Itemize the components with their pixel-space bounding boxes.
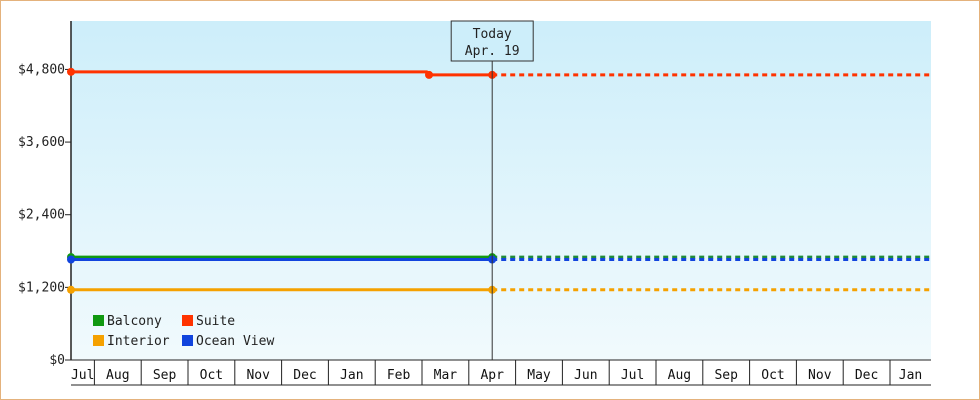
legend-label-3: Ocean View (196, 334, 274, 349)
series-point-3 (67, 255, 75, 264)
series-point-2 (67, 285, 75, 294)
today-label-box (450, 20, 534, 62)
legend-label-2: Interior (107, 334, 170, 349)
x-month-label: Aug (668, 368, 691, 383)
today-label-line2: Apr. 19 (465, 44, 520, 59)
x-month-label: Sep (153, 368, 177, 383)
x-month-label: Aug (106, 368, 129, 383)
x-month-label: Dec (855, 368, 878, 383)
legend-swatch-0 (93, 315, 104, 326)
today-label-line1: Today (473, 27, 512, 42)
x-month-label: Jul (71, 368, 94, 383)
x-month-label: Apr (480, 368, 504, 383)
y-tick-label: $4,800 (18, 62, 65, 77)
series-point-1 (67, 67, 75, 76)
legend-swatch-1 (182, 315, 193, 326)
x-month-label: Nov (808, 368, 832, 383)
y-tick-label: $1,200 (18, 280, 65, 295)
x-month-label: Jul (621, 368, 644, 383)
x-month-label: Feb (387, 368, 411, 383)
x-month-label: Sep (714, 368, 738, 383)
y-tick-label: $0 (49, 353, 65, 368)
series-point-1 (425, 70, 434, 79)
x-month-label: Nov (246, 368, 270, 383)
x-month-label: Mar (434, 368, 458, 383)
legend-label-1: Suite (196, 314, 235, 329)
plot-background (71, 21, 931, 360)
y-tick-label: $3,600 (18, 135, 65, 150)
legend-swatch-2 (93, 335, 104, 346)
x-month-label: Dec (293, 368, 316, 383)
x-month-label: May (527, 368, 551, 383)
legend-label-0: Balcony (107, 314, 162, 329)
x-month-label: Jan (340, 368, 363, 383)
x-month-label: Oct (200, 368, 223, 383)
legend-swatch-3 (182, 335, 193, 346)
y-tick-label: $2,400 (18, 208, 65, 223)
x-month-label: Oct (761, 368, 784, 383)
x-month-label: Jun (574, 368, 597, 383)
x-month-label: Jan (899, 368, 922, 383)
